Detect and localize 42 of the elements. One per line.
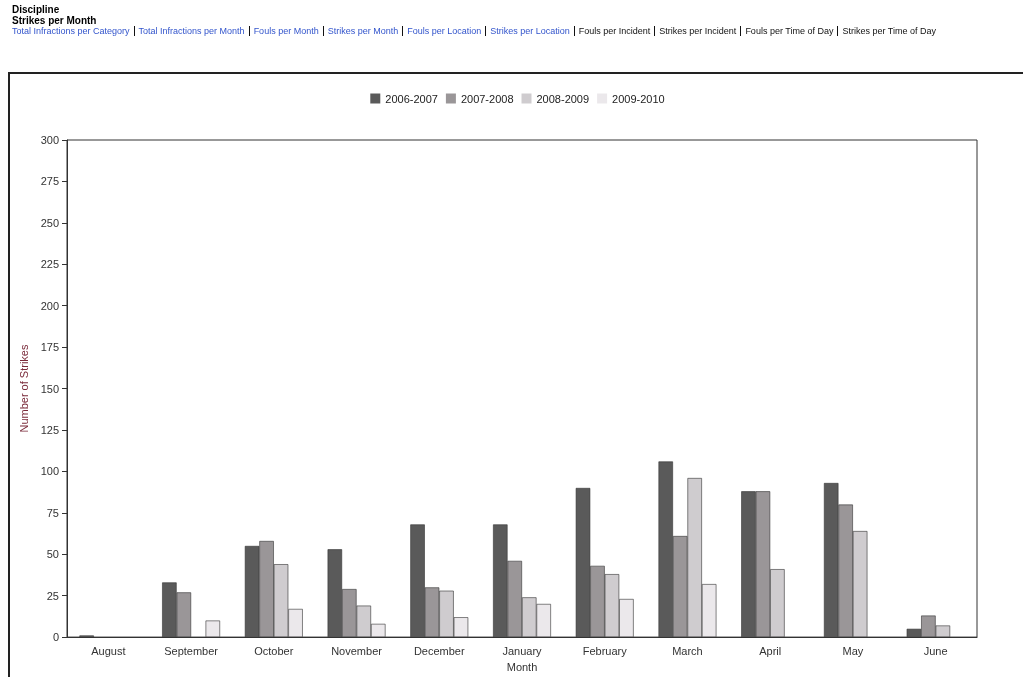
- text: Strikes per Month: [327, 26, 399, 36]
- y-tick-label: 250: [40, 216, 59, 229]
- text: Total Infractions per Category: [12, 26, 130, 36]
- x-tick-label: September: [164, 644, 219, 657]
- y-tick-label: 50: [46, 548, 59, 561]
- legend-label: 2007-2008: [460, 92, 514, 105]
- y-tick-label: 100: [40, 465, 59, 478]
- text: Strikes per Time of Day: [842, 26, 936, 36]
- text: Fouls per Time of Day: [745, 26, 834, 36]
- chart-subtitle: Strikes per Month: [12, 15, 98, 26]
- x-tick-label: December: [413, 644, 465, 657]
- x-tick-label: November: [331, 644, 383, 657]
- text: Fouls per Location: [407, 26, 482, 36]
- legend-label: 2009-2010: [612, 92, 665, 105]
- text: Fouls per Incident: [578, 26, 651, 36]
- y-tick-label: 75: [46, 506, 59, 519]
- x-tick-label: August: [91, 644, 126, 657]
- y-tick-label: 0: [52, 631, 59, 644]
- x-tick-label: January: [502, 644, 543, 657]
- y-tick-label: 275: [40, 175, 59, 188]
- y-tick-label: 175: [40, 341, 59, 354]
- y-tick-label: 300: [40, 134, 59, 146]
- text: Total Infractions per Month: [138, 26, 245, 36]
- y-tick-label: 225: [40, 258, 59, 271]
- y-tick-label: 25: [46, 589, 59, 602]
- x-axis-title: Month: [506, 660, 538, 673]
- x-tick-label: May: [842, 644, 864, 657]
- x-tick-label: March: [672, 644, 703, 657]
- y-tick-label: 150: [40, 382, 59, 395]
- x-tick-label: October: [254, 644, 294, 657]
- x-tick-label: June: [923, 644, 948, 657]
- y-axis-title: Number of Strikes: [18, 344, 31, 433]
- x-tick-label: February: [582, 644, 628, 657]
- text: Strikes per Incident: [659, 26, 737, 36]
- chart-title: Discipline: [12, 4, 61, 15]
- y-tick-label: 200: [40, 299, 59, 312]
- text: Strikes per Location: [490, 26, 570, 36]
- x-tick-label: April: [759, 644, 782, 657]
- y-tick-label: 125: [40, 423, 59, 436]
- legend-label: 2008-2009: [536, 92, 590, 105]
- legend-label: 2006-2007: [385, 92, 438, 105]
- text: Fouls per Month: [253, 26, 319, 36]
